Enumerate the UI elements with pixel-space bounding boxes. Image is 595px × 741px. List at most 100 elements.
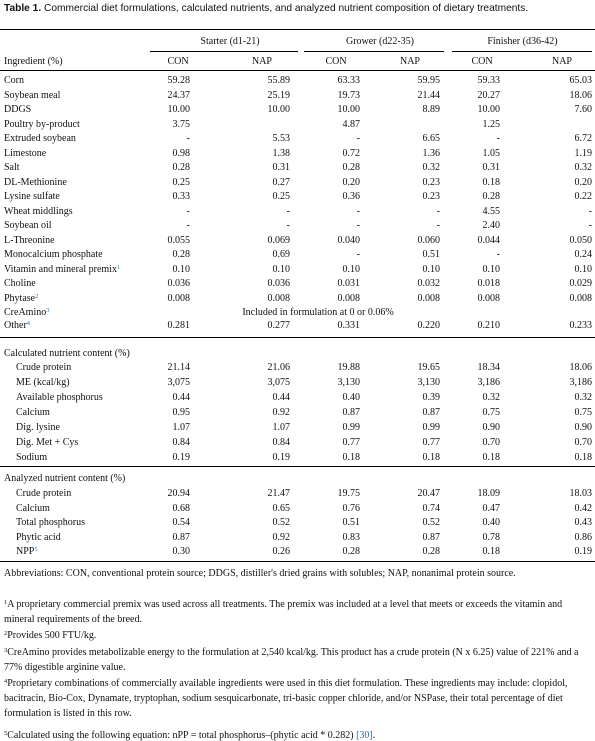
row-label: Available phosphorus [16, 392, 103, 403]
table-cell: 19.75 [337, 488, 361, 499]
table-cell: 10.00 [267, 104, 291, 115]
table-cell: 0.20 [574, 176, 593, 188]
table-cell: 0.52 [272, 517, 291, 528]
table-cell: 59.95 [417, 75, 441, 86]
table-row: ME (kcal/kg) 3,075 3,075 3,130 3,130 3,186 3,1… [0, 376, 595, 389]
row-label: Phytase2 [4, 292, 39, 304]
table-cell: 0.27 [272, 176, 291, 188]
table-cell: 24.37 [167, 89, 191, 101]
row-label: NPP5 [16, 546, 38, 557]
table-cell: 18.09 [477, 488, 501, 499]
table-cell: 0.19 [272, 452, 291, 463]
table-cell: 0.51 [342, 517, 361, 528]
table-cell: - [436, 220, 440, 231]
table-row: Choline 0.036 0.036 0.031 0.032 0.018 0.029 [0, 277, 595, 290]
table-cell: 4.55 [482, 205, 501, 217]
table-cell: 59.33 [477, 75, 501, 86]
table-cell: 0.69 [272, 249, 291, 260]
table-cell: 0.008 [477, 292, 501, 304]
table-cell: 0.44 [172, 392, 191, 403]
table-cell: 55.89 [267, 75, 291, 86]
table-cell: 1.05 [482, 147, 501, 159]
table-cell: 0.28 [342, 162, 361, 173]
table-cell: 0.77 [342, 437, 361, 448]
table-cell: 0.44 [272, 392, 291, 403]
table-cell: 19.65 [417, 362, 441, 373]
table-cell: 0.68 [172, 502, 191, 514]
footnote-5: 5Calculated using the following equation… [4, 730, 376, 741]
table-row: Soybean oil - - - - 2.40 - [0, 219, 595, 232]
row-label: Crude protein [16, 488, 72, 499]
table-row: Crude protein 21.14 21.06 19.88 19.65 18.34 18… [0, 361, 595, 374]
table-bottom-rule [0, 561, 595, 562]
table-cell: 18.06 [569, 362, 593, 373]
table-cell: - [286, 220, 290, 231]
table-cell: 10.00 [337, 104, 361, 115]
table-cell: 3,075 [267, 377, 291, 388]
table-cell: 0.18 [482, 176, 501, 188]
header-rule [0, 70, 595, 71]
table-cell: 0.54 [172, 517, 191, 528]
table-cell: 0.210 [477, 320, 501, 331]
table-cell: 0.31 [482, 162, 501, 173]
table-cell: 0.99 [342, 422, 361, 433]
table-cell: 0.031 [337, 278, 361, 289]
table-cell: 1.07 [272, 422, 291, 433]
table-cell: 0.044 [477, 234, 501, 246]
col-header: CON [471, 56, 493, 67]
table-cell: 0.018 [477, 278, 501, 289]
col-header: CON [325, 56, 347, 67]
row-label: Poultry by-product [4, 118, 80, 130]
section-heading: Analyzed nutrient content (%) [4, 473, 126, 484]
table-cell: 0.74 [422, 502, 441, 514]
table-cell: 1.36 [422, 147, 441, 159]
table-cell: 18.03 [569, 488, 593, 499]
table-cell: 0.92 [272, 407, 291, 418]
table-cell: 3,186 [477, 377, 501, 388]
caption-text: Commercial diet formulations, calculated… [41, 3, 529, 14]
table-cell: 0.19 [172, 452, 191, 463]
table-row: DL-Methionine 0.25 0.27 0.20 0.23 0.18 0.20 [0, 176, 595, 189]
table-cell: 10.00 [477, 104, 501, 115]
table-cell: 65.03 [569, 75, 593, 86]
table-cell: - [588, 205, 592, 217]
table-cell: 0.77 [422, 437, 441, 448]
table-cell: 3.75 [172, 118, 191, 130]
row-label: Corn [4, 75, 24, 86]
table-row: Dig. Met + Cys 0.84 0.84 0.77 0.77 0.70 0.70 [0, 436, 595, 449]
table-cell: 0.18 [482, 452, 501, 463]
table-cell: 0.008 [417, 292, 441, 304]
table-cell: 6.65 [422, 133, 441, 144]
row-label: Dig. lysine [16, 422, 60, 433]
table-row: Phytic acid 0.87 0.92 0.83 0.87 0.78 0.86 [0, 531, 595, 544]
table-cell: 0.33 [172, 191, 191, 202]
table-cell: 0.51 [422, 249, 441, 260]
phase-grower: Grower (d22-35) [345, 36, 415, 47]
table-row: Dig. lysine 1.07 1.07 0.99 0.99 0.90 0.90 [0, 421, 595, 434]
table-row: Vitamin and mineral premix1 0.10 0.10 0.10 0… [0, 263, 595, 276]
table-cell: 8.89 [422, 104, 441, 115]
reference-link[interactable]: [30] [356, 730, 373, 741]
table-row: Crude protein 20.94 21.47 19.75 20.47 18.09 18… [0, 487, 595, 500]
table-cell: 0.008 [167, 292, 191, 304]
table-cell: 0.87 [422, 407, 441, 418]
table-cell: 0.84 [172, 437, 191, 448]
table-cell: 21.14 [167, 362, 191, 373]
table-cell: 0.43 [574, 517, 593, 528]
table-cell: 3,186 [569, 377, 593, 388]
table-row: Calcium 0.68 0.65 0.76 0.74 0.47 0.42 [0, 502, 595, 515]
table-cell: 4.87 [342, 118, 361, 130]
table-row-other: Other4 0.281 0.277 0.331 0.220 0.210 0.2… [0, 319, 595, 332]
phase-grower-rule [304, 51, 444, 52]
table-cell: 0.75 [574, 407, 593, 418]
table-cell: 0.28 [422, 546, 441, 557]
table-cell: 0.70 [574, 437, 593, 448]
table-cell: 0.18 [342, 452, 361, 463]
table-cell: 0.92 [272, 531, 291, 543]
table-cell: 1.19 [574, 147, 593, 159]
table-cell: 20.27 [477, 89, 501, 101]
table-cell: 0.86 [574, 531, 593, 543]
table-cell: 0.32 [574, 392, 593, 403]
table-cell: 0.52 [422, 517, 441, 528]
footnote-3: 3CreAmino provides metabolizable energy … [4, 647, 579, 673]
